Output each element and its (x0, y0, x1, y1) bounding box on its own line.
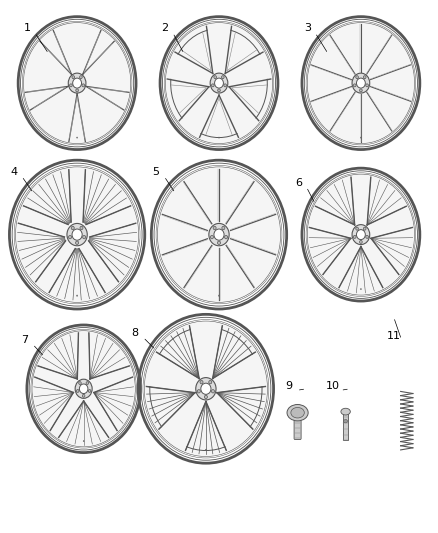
Ellipse shape (68, 73, 86, 93)
Ellipse shape (71, 227, 74, 230)
Ellipse shape (32, 330, 135, 447)
Ellipse shape (77, 295, 78, 296)
Ellipse shape (212, 84, 214, 87)
Ellipse shape (76, 89, 78, 92)
Ellipse shape (144, 321, 268, 456)
Ellipse shape (205, 395, 208, 399)
Ellipse shape (218, 89, 220, 92)
Ellipse shape (82, 394, 85, 397)
Ellipse shape (357, 78, 365, 88)
Ellipse shape (366, 84, 368, 87)
Ellipse shape (79, 384, 88, 393)
Ellipse shape (67, 223, 87, 246)
Ellipse shape (357, 230, 365, 240)
Ellipse shape (360, 240, 362, 244)
Ellipse shape (215, 78, 223, 88)
Ellipse shape (82, 84, 85, 87)
Ellipse shape (364, 76, 366, 79)
Ellipse shape (209, 223, 229, 246)
Ellipse shape (352, 73, 370, 93)
Text: 7: 7 (21, 335, 28, 345)
Ellipse shape (287, 405, 308, 421)
Ellipse shape (214, 76, 216, 79)
Ellipse shape (307, 22, 414, 143)
Ellipse shape (75, 379, 92, 398)
Ellipse shape (72, 229, 82, 240)
Ellipse shape (24, 22, 131, 143)
Ellipse shape (307, 174, 414, 295)
Ellipse shape (366, 236, 368, 238)
Ellipse shape (83, 236, 86, 239)
Ellipse shape (68, 236, 71, 239)
Ellipse shape (291, 407, 304, 418)
Ellipse shape (80, 227, 83, 230)
Ellipse shape (73, 78, 81, 88)
Text: 10: 10 (325, 381, 339, 391)
Ellipse shape (360, 288, 361, 290)
Ellipse shape (79, 382, 81, 384)
Ellipse shape (166, 22, 272, 143)
Ellipse shape (86, 382, 88, 384)
Ellipse shape (200, 381, 203, 384)
Ellipse shape (80, 76, 82, 79)
Ellipse shape (210, 236, 213, 239)
Ellipse shape (353, 236, 356, 238)
Ellipse shape (214, 229, 224, 240)
Text: 1: 1 (23, 23, 30, 34)
Ellipse shape (157, 167, 281, 302)
Ellipse shape (356, 76, 358, 79)
Text: 5: 5 (152, 167, 159, 177)
Ellipse shape (364, 227, 366, 230)
Ellipse shape (218, 241, 220, 245)
Ellipse shape (222, 76, 224, 79)
Ellipse shape (356, 227, 358, 230)
Text: 2: 2 (161, 23, 169, 34)
Text: 3: 3 (304, 23, 311, 34)
Ellipse shape (15, 167, 139, 302)
Text: 4: 4 (10, 167, 18, 177)
Ellipse shape (72, 76, 74, 79)
Ellipse shape (224, 84, 226, 87)
Ellipse shape (197, 390, 200, 393)
Bar (343, 411, 348, 440)
Ellipse shape (196, 377, 216, 400)
Ellipse shape (83, 440, 84, 442)
Ellipse shape (88, 390, 91, 392)
Ellipse shape (213, 227, 216, 230)
Text: 9: 9 (285, 381, 293, 391)
Ellipse shape (225, 236, 228, 239)
Ellipse shape (77, 137, 78, 138)
Text: 11: 11 (387, 330, 401, 341)
Ellipse shape (201, 383, 211, 394)
Text: 6: 6 (295, 177, 302, 188)
FancyBboxPatch shape (294, 411, 301, 440)
Ellipse shape (344, 419, 348, 423)
Ellipse shape (210, 73, 228, 93)
Ellipse shape (77, 390, 79, 392)
Ellipse shape (205, 449, 206, 450)
Ellipse shape (209, 381, 212, 384)
Ellipse shape (353, 84, 356, 87)
Ellipse shape (341, 408, 350, 415)
Ellipse shape (352, 224, 370, 245)
Text: 8: 8 (131, 328, 139, 338)
Ellipse shape (222, 227, 225, 230)
Ellipse shape (70, 84, 72, 87)
Ellipse shape (76, 241, 79, 245)
Ellipse shape (360, 137, 361, 138)
Ellipse shape (360, 89, 362, 92)
Ellipse shape (212, 390, 215, 393)
